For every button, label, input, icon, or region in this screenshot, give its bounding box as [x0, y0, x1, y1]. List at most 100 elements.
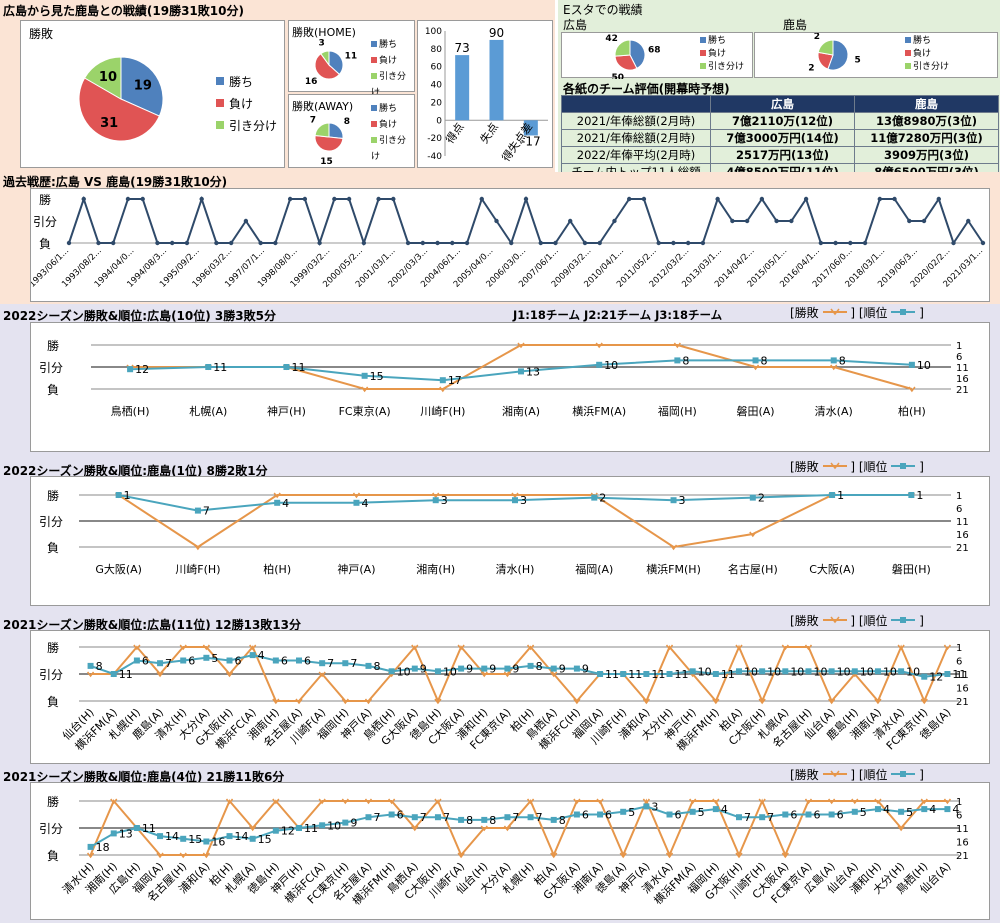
rank-value-label: 7 — [420, 811, 427, 824]
season22k-panel: 勝引分負 1 6 11 16 21 1 7 4 4 3 3 2 3 2 1 1 G大阪(A) 川崎F(H) 柏(H) 神… — [30, 476, 990, 606]
rank-point — [921, 673, 928, 680]
rank-value-label: 6 — [813, 809, 820, 822]
rank-value-label: 8 — [839, 354, 846, 367]
rank-line — [90, 654, 948, 678]
season22k-title: 2022シーズン勝敗&順位:鹿島(1位) 8勝2敗1分 — [3, 464, 268, 478]
rank-point — [115, 492, 122, 498]
rank-point — [481, 816, 488, 823]
rank-value-label: 7 — [165, 657, 172, 670]
rank-point — [388, 668, 395, 675]
away-legend-lose: 負け — [379, 120, 398, 130]
history-point — [966, 218, 971, 224]
season-ylabel-draw: 引分 — [39, 822, 63, 836]
season-category-label: 神戸(A) — [337, 562, 375, 576]
season-ylabel-lose: 負 — [47, 695, 59, 709]
rank-value-label: 10 — [790, 665, 804, 678]
match-point — [439, 386, 447, 393]
history-point — [789, 218, 794, 224]
history-point — [892, 196, 897, 202]
history-point — [685, 240, 691, 246]
match-point — [133, 644, 141, 651]
rank-point — [439, 377, 446, 384]
esta-hiroshima-pie: 68 50 42 — [605, 34, 661, 79]
match-point — [758, 698, 766, 705]
away-legend-draw: 引き分け — [371, 136, 407, 162]
rank-point — [361, 372, 368, 379]
rank-value-label: 10 — [813, 665, 827, 678]
pie-value-label: 50 — [612, 73, 625, 79]
season-ylabel-lose: 負 — [47, 541, 59, 555]
rank-value-label: 10 — [327, 819, 341, 832]
rank-point — [274, 499, 281, 506]
history-point — [568, 218, 573, 224]
match-point — [830, 364, 838, 371]
match-point — [874, 798, 882, 805]
history-point — [405, 240, 411, 246]
rank-value-label: 10 — [883, 665, 897, 678]
esta-hiroshima-label: 広島 — [563, 18, 588, 32]
season-category-label: 横浜FM(A) — [572, 404, 626, 418]
history-point — [317, 240, 322, 246]
season-rank-tick: 11 — [956, 363, 969, 374]
legend-rank-label: ] [順位 — [850, 460, 888, 474]
season-rank-tick: 21 — [956, 697, 969, 708]
rank-point — [157, 660, 164, 667]
rank-value-label: 5 — [860, 806, 867, 819]
history-point — [376, 196, 381, 202]
rank-point — [596, 361, 603, 368]
rank-value-label: 10 — [397, 665, 411, 678]
eval-row-label: 2021/年俸総額(2月時) — [561, 112, 711, 130]
match-point — [364, 798, 373, 805]
esta-kashima-panel: 5 2 2 勝ち 負け 引き分け — [754, 32, 998, 78]
history-point — [803, 196, 809, 202]
match-point — [526, 798, 535, 805]
season-category-label: G大阪(A) — [95, 562, 142, 576]
rank-point — [180, 835, 187, 842]
history-point — [302, 196, 308, 202]
history-point — [774, 218, 779, 224]
pie-slice — [120, 56, 164, 117]
rank-point — [504, 665, 511, 672]
legend-match-label: [勝敗 — [790, 460, 819, 474]
season-rank-tick: 16 — [956, 838, 969, 849]
history-point — [612, 218, 617, 224]
rank-point — [620, 671, 627, 677]
match-point — [908, 386, 916, 393]
season-rank-tick: 11 — [956, 670, 969, 681]
rank-point — [434, 814, 441, 821]
rank-point — [272, 657, 279, 664]
history-point — [715, 196, 720, 202]
history-point — [641, 196, 647, 202]
rank-point — [133, 825, 140, 831]
match-point — [434, 698, 442, 705]
rank-point — [620, 808, 627, 815]
history-ylabel-draw: 引分 — [33, 215, 57, 229]
legend-match-label: [勝敗 — [790, 768, 819, 782]
match-point — [758, 798, 766, 805]
rank-point — [944, 671, 951, 677]
season-category-label: 湘南(A) — [502, 404, 540, 418]
rank-point — [458, 665, 465, 672]
rank-point — [573, 811, 580, 818]
match-point — [434, 798, 442, 805]
rank-point — [226, 657, 233, 664]
season-rank-tick: 1 — [956, 797, 962, 808]
rank-point — [194, 507, 201, 514]
history-point — [907, 218, 912, 224]
rank-point — [597, 811, 604, 818]
rank-value-label: 10 — [443, 665, 457, 678]
pie-value-label: 68 — [648, 45, 661, 55]
match-point — [781, 852, 789, 859]
bar-value-label: 90 — [489, 26, 504, 40]
home-legend-win: 勝ち — [379, 40, 398, 50]
pie-slice — [314, 52, 341, 80]
history-point — [391, 196, 396, 202]
rank-point — [249, 652, 256, 659]
pie-value-label: 7 — [310, 115, 316, 125]
match-point — [517, 342, 525, 349]
bar-ytick-label: 40 — [431, 81, 443, 91]
match-point — [573, 798, 581, 805]
history-point — [582, 240, 588, 246]
history-point — [435, 240, 440, 246]
